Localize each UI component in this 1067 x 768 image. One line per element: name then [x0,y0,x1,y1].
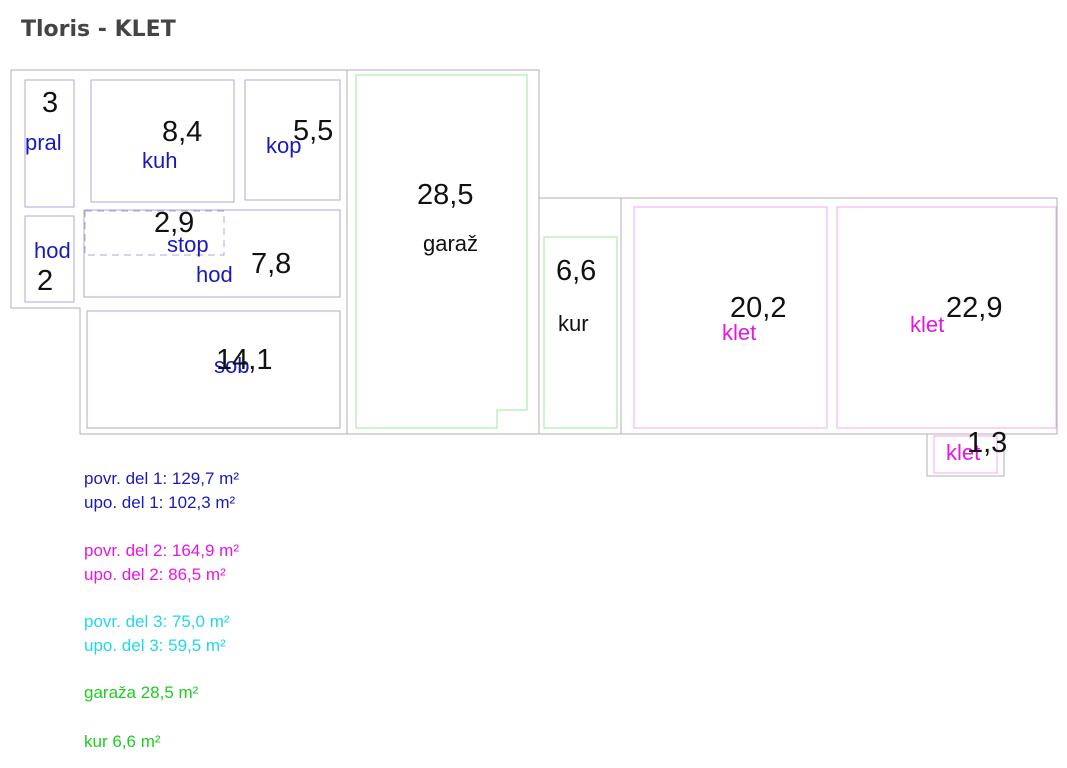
room-label-klet-1: klet [722,320,756,345]
room-area-stop: 2,9 [154,207,194,239]
room-area-klet-2: 22,9 [946,292,1002,324]
legend-del1-povr: povr. del 1: 129,7 m² [84,469,239,488]
legend-del-3: povr. del 3: 75,0 m² upo. del 3: 59,5 m² [84,610,230,658]
room-area-pral: 3 [42,87,58,119]
page-title: Tloris - KLET [21,17,176,42]
room-area-hod-small: 2 [37,265,53,297]
room-kop [244,79,341,201]
room-stop [84,210,225,256]
legend-del-1: povr. del 1: 129,7 m² upo. del 1: 102,3 … [84,467,239,515]
legend-del1-upo: upo. del 1: 102,3 m² [84,493,236,512]
building-outline [10,69,1058,435]
room-pral [24,79,75,208]
legend-del-2: povr. del 2: 164,9 m² upo. del 2: 86,5 m… [84,539,239,587]
room-garaz [355,74,528,429]
room-label-kuh: kuh [142,148,177,173]
room-label-kur: kur [558,311,589,336]
room-area-garaz: 28,5 [417,179,473,211]
legend-del3-upo: upo. del 3: 59,5 m² [84,636,226,655]
room-label-sob: sob [214,353,249,378]
legend-kur: kur 6,6 m² [84,732,161,751]
room-label-klet-2: klet [910,312,944,337]
room-label-pral: pral [25,130,62,155]
legend-del2-povr: povr. del 2: 164,9 m² [84,541,239,560]
room-area-hod: 7,8 [251,248,291,280]
legend-del3-povr: povr. del 3: 75,0 m² [84,612,230,631]
room-area-kuh: 8,4 [162,116,202,148]
room-kuh [90,79,235,203]
room-area-kur: 6,6 [556,255,596,287]
room-area-kop: 5,5 [293,115,333,147]
legend-del2-upo: upo. del 2: 86,5 m² [84,565,226,584]
room-label-garaz: garaž [423,231,478,256]
room-area-klet-3: 1,3 [967,427,1007,459]
room-sob [86,310,341,429]
room-area-klet-1: 20,2 [730,292,786,324]
small-annex-outline [926,433,1005,477]
room-label-hod: hod [196,262,233,287]
room-label-kop: kop [266,133,301,158]
room-klet-1 [633,206,828,429]
legend-garaza: garaža 28,5 m² [84,683,199,702]
room-klet-3 [933,435,998,474]
room-area-sob: 14,1 [216,344,272,376]
room-hod-small [24,215,75,303]
room-hod [83,209,341,298]
room-label-klet-3: klet [946,440,980,465]
room-kur [543,236,618,429]
room-klet-2 [836,206,1057,429]
room-label-hod-small: hod [34,238,71,263]
room-label-stop: stop [167,232,209,257]
